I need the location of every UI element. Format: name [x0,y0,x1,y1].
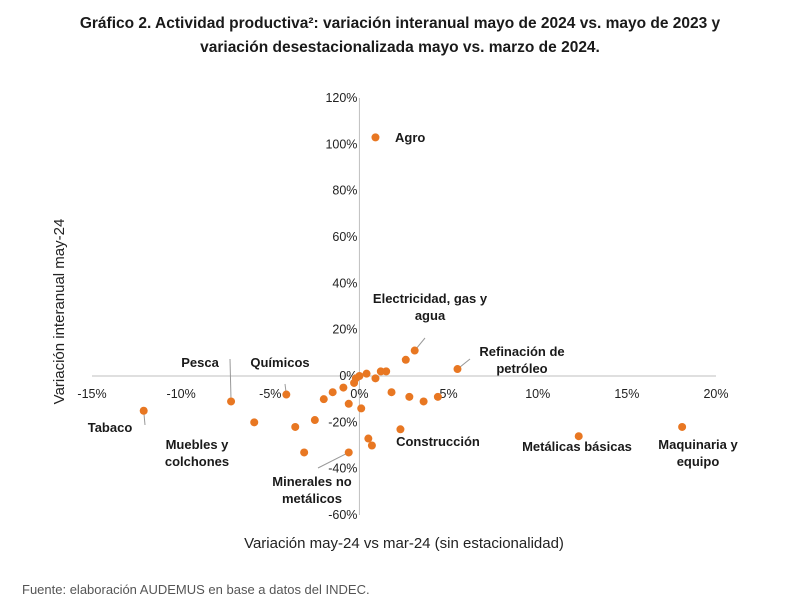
y-tick-label: 40% [332,276,357,290]
data-point [371,374,380,383]
source-note: Fuente: elaboración AUDEMUS en base a da… [22,582,370,597]
data-point [282,390,291,399]
data-point [328,388,337,397]
point-label-line: Muebles y [166,437,230,452]
data-point [227,397,236,406]
point-label: Refinación de petróleo [479,344,564,376]
data-point [357,404,366,413]
point-label-line: petróleo [496,361,547,376]
x-tick-label: -5% [259,387,281,401]
y-tick-label: 100% [325,137,357,151]
point-label: Agro [395,130,425,145]
point-label: Tabaco [88,420,133,435]
point-label-line: Electricidad, gas y [373,291,488,306]
chart-title-line-2: variación desestacionalizada mayo vs. ma… [200,39,600,56]
point-label: Maquinaria y equipo [658,437,738,469]
data-point [396,425,405,434]
data-point [344,399,353,408]
x-tick-label: 10% [525,387,550,401]
x-tick-label: 15% [614,387,639,401]
point-label-line: Minerales no [272,474,352,489]
data-point [250,418,259,427]
data-point [344,448,353,457]
point-label-line: metálicos [282,491,342,506]
data-point [371,133,380,142]
point-label-line: agua [415,308,446,323]
data-point [364,434,373,443]
data-point [574,432,583,441]
data-point [387,388,396,397]
point-label: Construcción [396,434,480,449]
data-point [319,395,328,404]
data-point [433,392,442,401]
point-label-line: Agro [395,130,425,145]
data-point [419,397,428,406]
point-label-line: Químicos [250,355,309,370]
data-point [401,355,410,364]
data-point [382,367,391,376]
data-point [355,372,364,380]
x-axis-title: Variación may-24 vs mar-24 (sin estacion… [244,535,564,552]
point-label: Muebles y colchones [165,437,229,469]
data-point [291,422,300,431]
data-point [310,416,319,425]
y-tick-label: 60% [332,230,357,244]
data-point [410,346,419,355]
label-leader-line [317,452,349,469]
point-label: Químicos [250,355,309,370]
data-point [678,422,687,431]
data-point [339,383,348,392]
y-tick-label: -60% [328,508,357,522]
chart-title: Gráfico 2. Actividad productiva²: variac… [0,12,800,60]
data-point [139,406,148,415]
y-axis-title: Variación interanual may-24 [51,219,68,405]
y-tick-label: 80% [332,184,357,198]
point-label-line: Construcción [396,434,480,449]
x-tick-label: 0% [350,387,368,401]
point-label-line: Refinación de [479,344,564,359]
x-tick-label: -15% [77,387,106,401]
y-tick-label: -20% [328,415,357,429]
point-label-line: equipo [677,454,720,469]
point-label-line: Maquinaria y [658,437,738,452]
y-tick-label: 120% [325,91,357,105]
point-label-line: Tabaco [88,420,133,435]
data-point [405,392,414,401]
point-label-line: Pesca [181,355,219,370]
data-point [367,441,376,450]
point-label: Metálicas básicas [522,439,632,454]
point-label-line: colchones [165,454,229,469]
point-label: Pesca [181,355,219,370]
x-tick-label: 5% [440,387,458,401]
y-tick-label: -40% [328,462,357,476]
label-leader-line [229,358,232,402]
data-point [453,365,462,374]
chart-title-line-1: Gráfico 2. Actividad productiva²: variac… [79,15,721,32]
data-point [300,448,309,457]
point-label: Minerales no metálicos [272,474,352,506]
x-tick-label: 20% [703,387,728,401]
point-label-line: Metálicas básicas [522,439,632,454]
y-tick-label: 20% [332,323,357,337]
point-label: Electricidad, gas y agua [373,291,488,323]
data-point [362,369,371,378]
x-tick-label: -10% [167,387,196,401]
